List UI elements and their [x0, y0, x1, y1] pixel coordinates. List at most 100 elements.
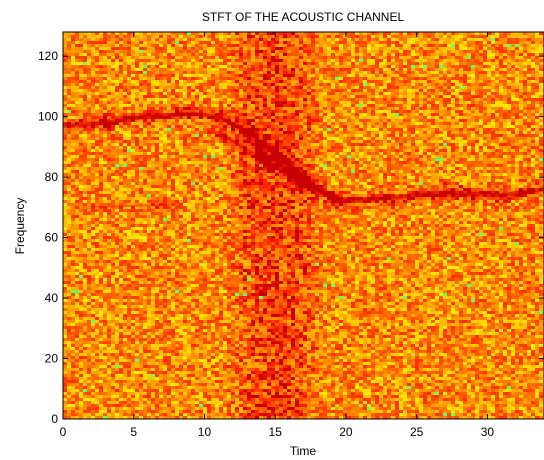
heatmap-cell: [359, 50, 364, 54]
heatmap-cell: [391, 44, 396, 48]
heatmap-cell: [491, 92, 496, 96]
heatmap-cell: [79, 95, 84, 99]
heatmap-cell: [127, 128, 132, 132]
heatmap-cell: [531, 101, 536, 105]
heatmap-cell: [235, 143, 240, 147]
heatmap-cell: [375, 113, 380, 117]
heatmap-cell: [151, 71, 156, 75]
heatmap-cell: [423, 98, 428, 102]
heatmap-cell: [215, 92, 220, 96]
heatmap-cell: [147, 125, 152, 129]
heatmap-cell: [219, 59, 224, 63]
heatmap-cell: [507, 92, 512, 96]
heatmap-cell: [235, 44, 240, 48]
heatmap-cell: [383, 119, 388, 123]
heatmap-cell: [299, 140, 304, 144]
heatmap-cell: [243, 149, 248, 153]
heatmap-cell: [491, 65, 496, 69]
heatmap-cell: [251, 50, 256, 54]
heatmap-cell: [339, 110, 344, 114]
heatmap-cell: [179, 68, 184, 72]
heatmap-cell: [223, 59, 228, 63]
heatmap-cell: [463, 44, 468, 48]
heatmap-cell: [127, 35, 132, 39]
heatmap-cell: [435, 50, 440, 54]
heatmap-cell: [203, 122, 208, 126]
heatmap-cell: [99, 152, 104, 156]
heatmap-cell: [103, 95, 108, 99]
heatmap-cell: [167, 101, 172, 105]
heatmap-cell: [231, 149, 236, 153]
heatmap-cell: [159, 38, 164, 42]
heatmap-cell: [311, 98, 316, 102]
heatmap-cell: [531, 146, 536, 150]
heatmap-cell: [215, 83, 220, 87]
heatmap-cell: [363, 140, 368, 144]
heatmap-cell: [463, 80, 468, 84]
heatmap-cell: [463, 50, 468, 54]
heatmap-cell: [235, 56, 240, 60]
heatmap-cell: [207, 92, 212, 96]
heatmap-cell: [231, 80, 236, 84]
heatmap-cell: [239, 140, 244, 144]
heatmap-cell: [539, 134, 544, 138]
heatmap-cell: [483, 116, 488, 120]
heatmap-cell: [107, 125, 112, 129]
heatmap-cell: [259, 107, 264, 111]
heatmap-cell: [511, 149, 516, 153]
heatmap-cell: [119, 125, 124, 129]
heatmap-cell: [275, 137, 280, 141]
heatmap-cell: [463, 98, 468, 102]
heatmap-cell: [311, 101, 316, 105]
heatmap-cell: [383, 149, 388, 153]
heatmap-cell: [271, 68, 276, 72]
heatmap-cell: [379, 110, 384, 114]
heatmap-cell: [407, 128, 412, 132]
heatmap-cell: [347, 140, 352, 144]
heatmap-cell: [451, 110, 456, 114]
heatmap-cell: [451, 53, 456, 57]
heatmap-cell: [191, 149, 196, 153]
heatmap-cell: [451, 137, 456, 141]
heatmap-cell: [175, 98, 180, 102]
heatmap-cell: [375, 119, 380, 123]
heatmap-cell: [327, 101, 332, 105]
heatmap-cell: [311, 32, 316, 36]
heatmap-cell: [279, 83, 284, 87]
heatmap-cell: [407, 32, 412, 36]
heatmap-cell: [507, 122, 512, 126]
heatmap-cell: [243, 122, 248, 126]
heatmap-cell: [79, 38, 84, 42]
heatmap-cell: [535, 146, 540, 150]
heatmap-cell: [427, 74, 432, 78]
heatmap-cell: [99, 98, 104, 102]
heatmap-cell: [151, 68, 156, 72]
heatmap-cell: [475, 122, 480, 126]
heatmap-cell: [451, 152, 456, 156]
heatmap-cell: [75, 149, 80, 153]
heatmap-cell: [67, 104, 72, 108]
heatmap-cell: [227, 65, 232, 69]
heatmap-cell: [83, 35, 88, 39]
heatmap-cell: [415, 80, 420, 84]
heatmap-cell: [67, 137, 72, 141]
heatmap-cell: [487, 68, 492, 72]
heatmap-cell: [243, 59, 248, 63]
heatmap-cell: [295, 50, 300, 54]
heatmap-cell: [331, 104, 336, 108]
heatmap-cell: [411, 116, 416, 120]
heatmap-cell: [499, 113, 504, 117]
heatmap-cell: [83, 146, 88, 150]
heatmap-cell: [471, 44, 476, 48]
heatmap-cell: [227, 134, 232, 138]
heatmap-cell: [219, 35, 224, 39]
heatmap-cell: [171, 89, 176, 93]
heatmap-cell: [235, 119, 240, 123]
heatmap-cell: [447, 32, 452, 36]
heatmap-cell: [219, 65, 224, 69]
heatmap-cell: [111, 32, 116, 36]
heatmap-cell: [503, 152, 508, 156]
heatmap-cell: [363, 62, 368, 66]
heatmap-cell: [95, 113, 100, 117]
heatmap-cell: [119, 149, 124, 153]
